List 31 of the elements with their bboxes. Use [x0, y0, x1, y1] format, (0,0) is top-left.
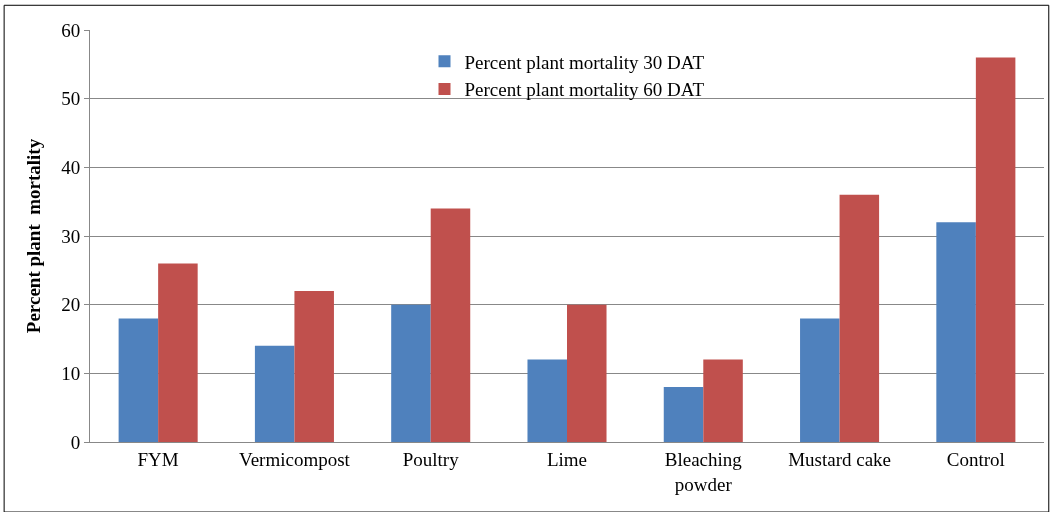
bar: [118, 318, 159, 442]
bar: [703, 359, 743, 442]
y-tick-label: 0: [70, 431, 81, 453]
bar: [663, 387, 704, 442]
bar: [936, 222, 976, 442]
bar: [430, 208, 471, 442]
x-tick-label: Vermicompost: [239, 448, 351, 470]
x-tick-label: FYM: [137, 448, 179, 470]
bar: [839, 194, 880, 442]
bar: [254, 345, 295, 442]
y-tick-label: 60: [61, 19, 81, 41]
legend-label: Percent plant mortality 60 DAT: [464, 79, 705, 101]
y-tick-label: 40: [61, 156, 81, 178]
y-tick-label: 20: [61, 294, 81, 316]
bar: [391, 304, 431, 442]
y-axis-title: Percent plant mortality: [23, 138, 45, 334]
x-tick-label: Control: [946, 448, 1005, 470]
bar: [527, 359, 567, 442]
x-tick-label: Mustard cake: [788, 448, 892, 470]
x-tick-label: Lime: [546, 448, 588, 470]
bar: [800, 318, 840, 442]
bar: [567, 304, 607, 442]
y-tick-label: 50: [61, 88, 81, 110]
y-tick-label: 30: [61, 225, 81, 247]
y-tick-label: 10: [61, 362, 81, 384]
legend-label: Percent plant mortality 30 DAT: [464, 51, 705, 73]
bar: [975, 57, 1016, 442]
x-tick-label: Poultry: [402, 448, 460, 470]
bar: [158, 263, 198, 442]
bar: [294, 290, 334, 442]
x-tick-label: Bleaching powder: [664, 448, 743, 495]
